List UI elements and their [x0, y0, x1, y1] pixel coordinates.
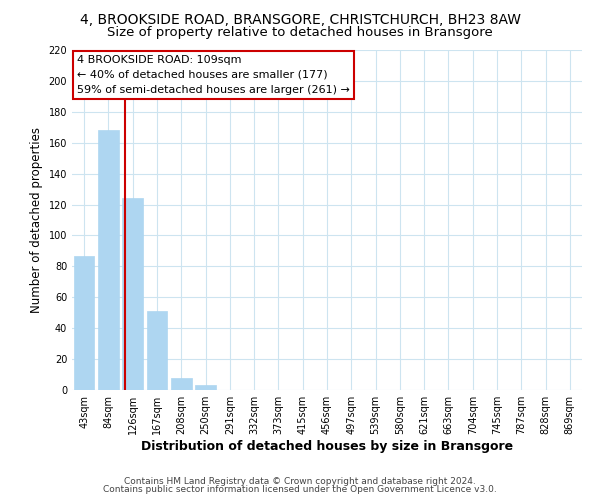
Text: 4 BROOKSIDE ROAD: 109sqm
← 40% of detached houses are smaller (177)
59% of semi-: 4 BROOKSIDE ROAD: 109sqm ← 40% of detach… [77, 55, 350, 94]
Bar [195, 386, 216, 390]
X-axis label: Distribution of detached houses by size in Bransgore: Distribution of detached houses by size … [141, 440, 513, 453]
Bar [98, 130, 119, 390]
Bar [146, 311, 167, 390]
Bar [74, 256, 94, 390]
Text: Contains HM Land Registry data © Crown copyright and database right 2024.: Contains HM Land Registry data © Crown c… [124, 477, 476, 486]
Y-axis label: Number of detached properties: Number of detached properties [30, 127, 43, 313]
Bar [171, 378, 191, 390]
Text: 4, BROOKSIDE ROAD, BRANSGORE, CHRISTCHURCH, BH23 8AW: 4, BROOKSIDE ROAD, BRANSGORE, CHRISTCHUR… [79, 12, 521, 26]
Text: Contains public sector information licensed under the Open Government Licence v3: Contains public sector information licen… [103, 484, 497, 494]
Bar [122, 198, 143, 390]
Text: Size of property relative to detached houses in Bransgore: Size of property relative to detached ho… [107, 26, 493, 39]
